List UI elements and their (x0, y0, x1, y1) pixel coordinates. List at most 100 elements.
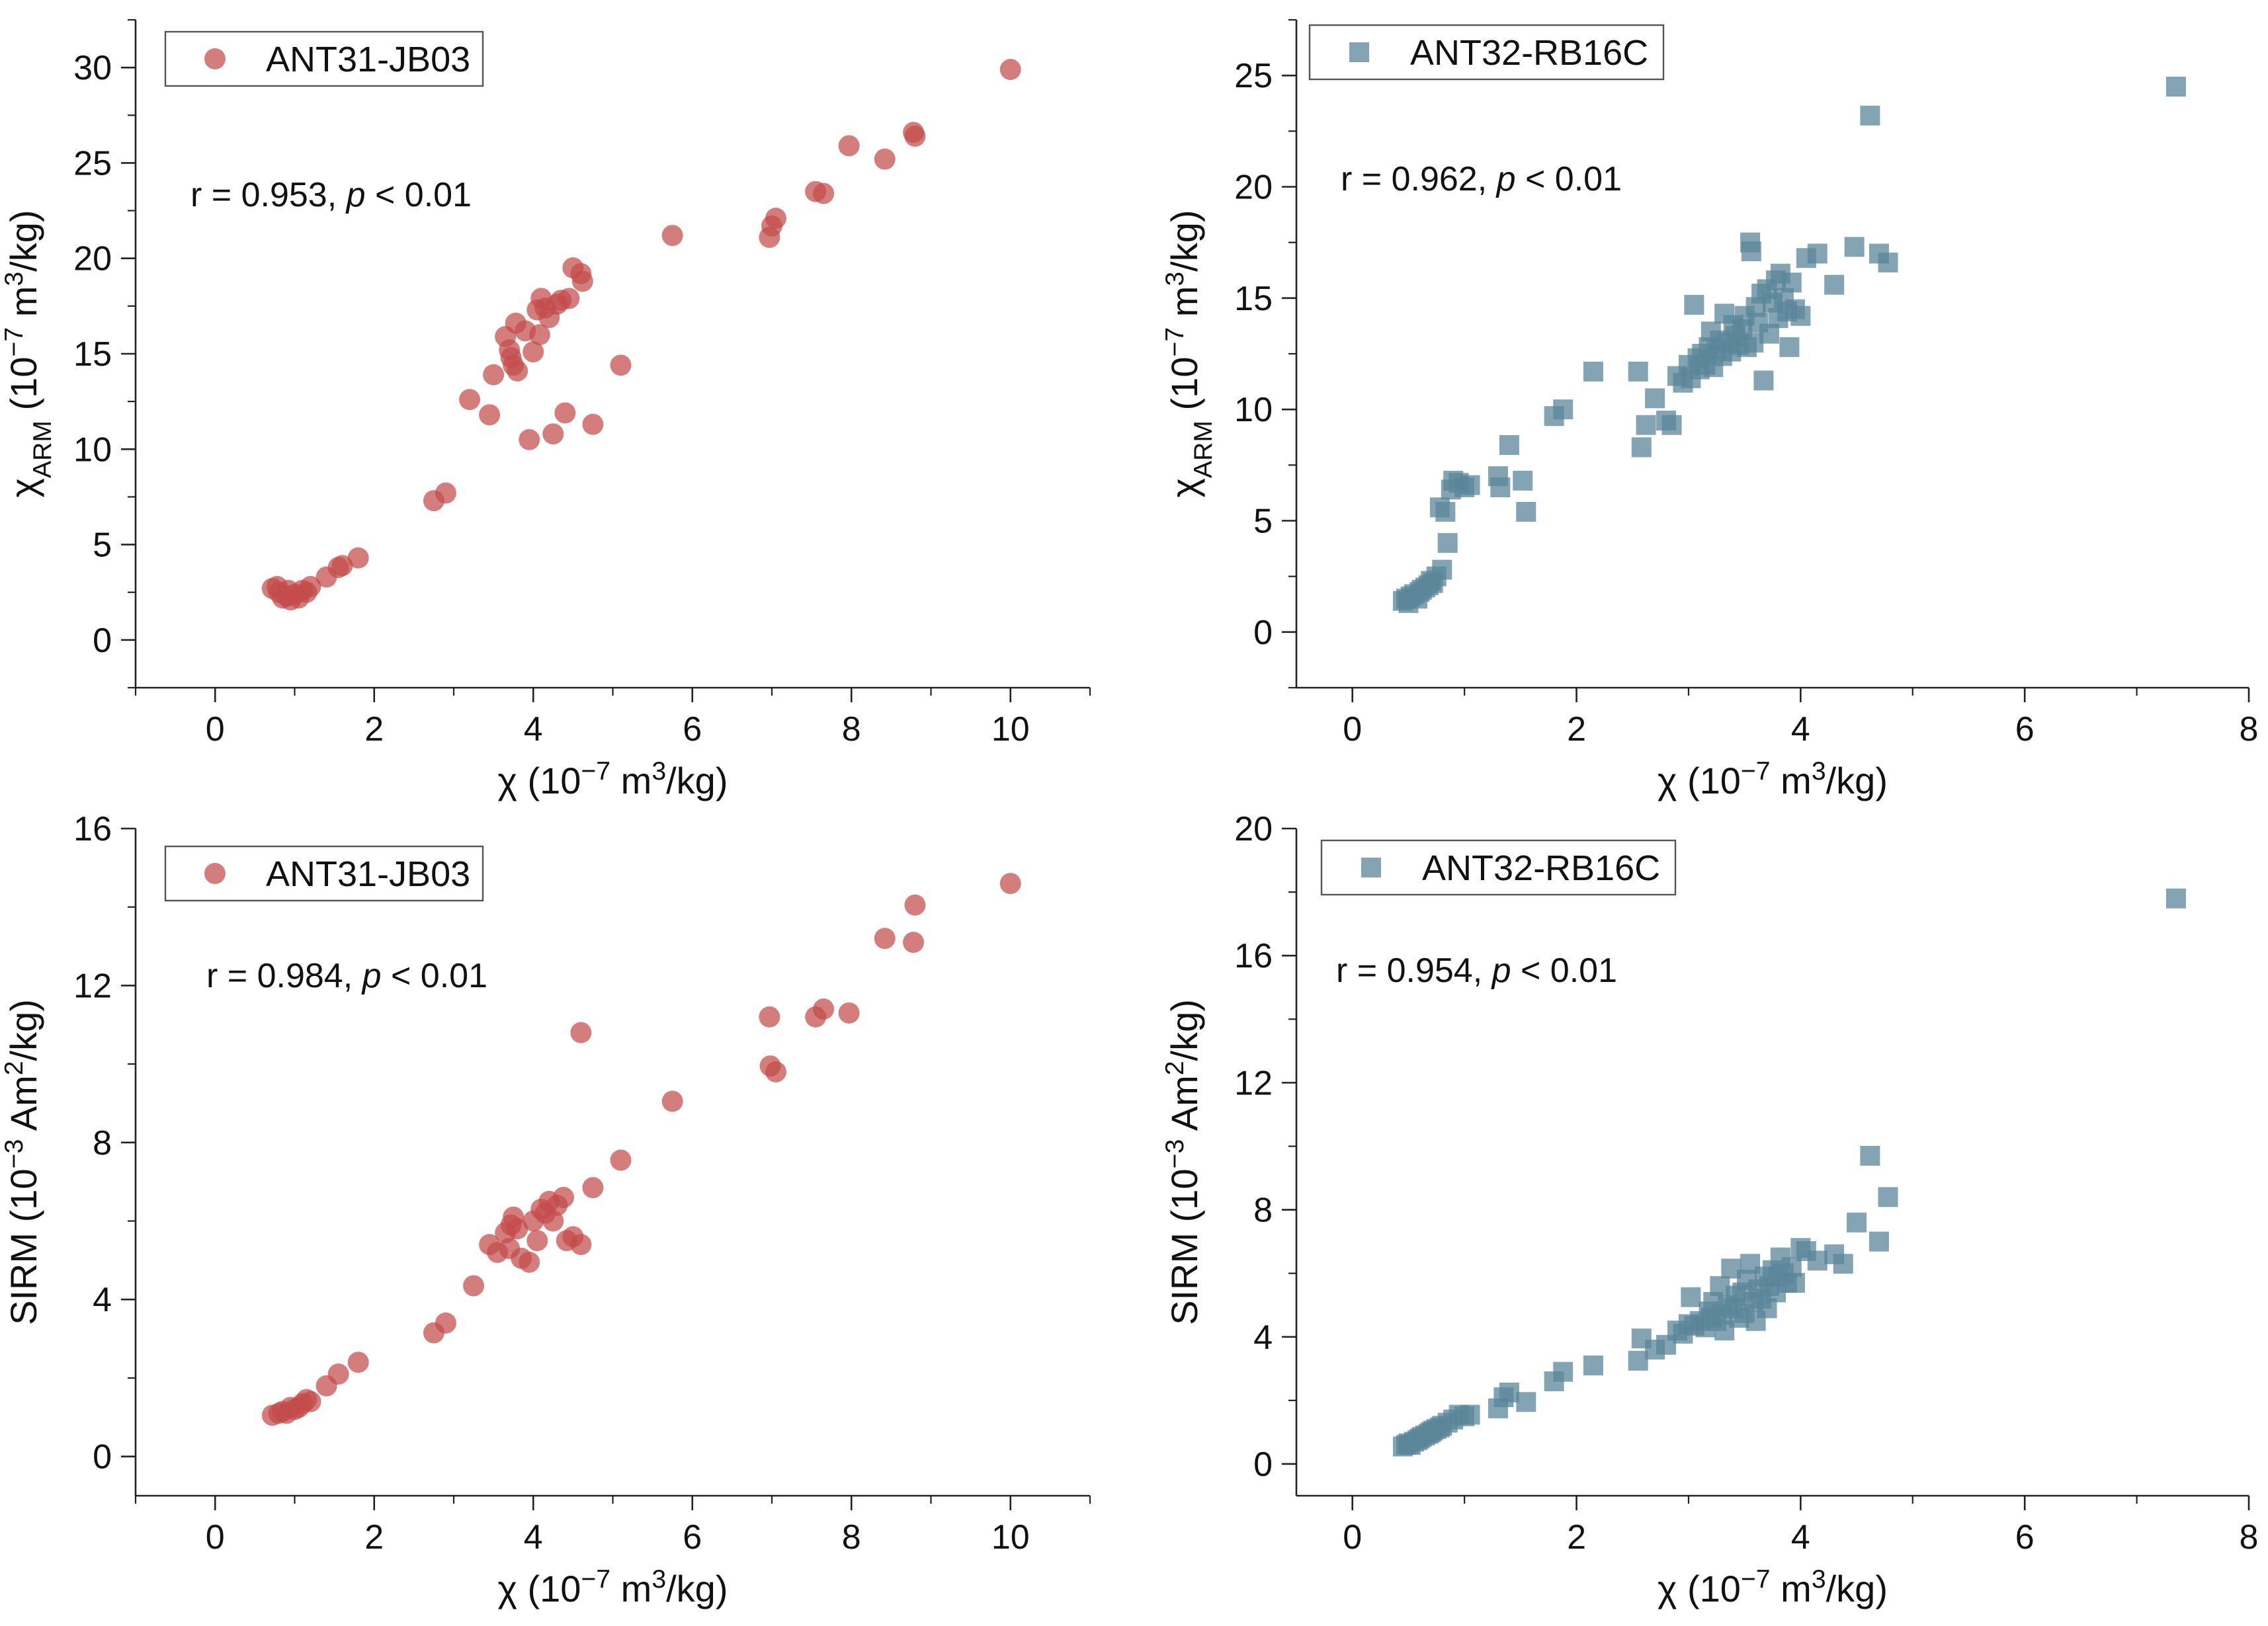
data-point (1553, 399, 1574, 420)
data-point (1860, 1145, 1880, 1166)
x-tick-label: 6 (683, 1518, 702, 1557)
x-tick-label: 4 (1791, 710, 1810, 749)
data-point (483, 364, 505, 386)
data-point (570, 1234, 592, 1256)
y-tick-label: 16 (73, 810, 112, 848)
data-point (813, 183, 835, 204)
y-tick-label: 25 (1234, 57, 1273, 95)
data-point (1824, 274, 1845, 295)
data-point (519, 428, 540, 450)
data-point (1435, 502, 1456, 522)
y-tick-label: 8 (1253, 1192, 1273, 1230)
correlation-annotation: r = 0.953, p < 0.01 (190, 176, 472, 214)
data-point (582, 1177, 604, 1199)
data-point (1437, 533, 1458, 553)
x-axis-title: χ (10−7 m3/kg) (498, 757, 728, 802)
y-tick-label: 12 (1234, 1064, 1273, 1102)
y-tick-label: 0 (93, 1438, 112, 1477)
correlation-annotation: r = 0.984, p < 0.01 (206, 957, 487, 995)
data-point (1681, 1287, 1701, 1307)
x-tick-label: 4 (1791, 1518, 1810, 1557)
panel-chi-arm-ant32: 0 2 4 6 8 0 5 10 15 20 25 χ (10−7 m3/kg) χARM (10−7 … (1161, 19, 2259, 801)
x-tick-label: 2 (364, 1518, 384, 1557)
x-tick-label: 6 (683, 710, 702, 749)
legend-label: ANT32-RB16C (1422, 848, 1660, 888)
data-point (459, 389, 481, 411)
data-point (526, 1230, 548, 1252)
data-point (347, 547, 369, 569)
x-tick-label: 8 (2240, 710, 2259, 749)
data-point (838, 135, 860, 157)
legend-label: ANT32-RB16C (1410, 33, 1648, 73)
legend-marker (204, 48, 226, 69)
series-ant31-jb03 (261, 873, 1021, 1426)
data-point (523, 341, 544, 363)
data-point (507, 1218, 528, 1240)
data-point (838, 1002, 860, 1024)
panel-sirm-ant32: 0 2 4 6 8 0 4 8 12 16 20 χ (10−7 m3/kg) SIRM (10−3 A… (1161, 810, 2259, 1609)
data-point (570, 1022, 592, 1043)
y-tick-label: 25 (73, 144, 112, 183)
data-point (1516, 1392, 1536, 1412)
data-point (1583, 361, 1603, 382)
x-tick-label: 8 (842, 710, 861, 749)
legend-marker (204, 863, 226, 884)
data-point (1460, 475, 1480, 495)
data-point (1684, 294, 1704, 315)
data-point (1499, 1382, 1519, 1402)
data-point (277, 579, 299, 601)
x-tick-label: 4 (524, 710, 543, 749)
y-tick-label: 12 (73, 967, 112, 1005)
data-point (558, 288, 580, 309)
correlation-annotation: r = 0.954, p < 0.01 (1336, 952, 1617, 990)
y-tick-label: 0 (93, 622, 112, 660)
data-point (1847, 1212, 1867, 1233)
x-tick-label: 10 (991, 1518, 1030, 1557)
y-tick-label: 5 (93, 526, 112, 565)
data-point (1790, 305, 1811, 326)
x-axis-title: χ (10−7 m3/kg) (498, 1565, 728, 1610)
y-axis-title: χARM (10−7 m3/kg) (0, 210, 57, 497)
data-point (582, 413, 604, 435)
data-point (1807, 1250, 1827, 1271)
y-tick-label: 15 (1234, 280, 1273, 318)
data-point (765, 1061, 787, 1082)
data-point (1432, 559, 1452, 580)
data-point (904, 126, 926, 147)
legend-marker (1349, 42, 1369, 62)
y-tick-label: 10 (73, 430, 112, 469)
x-tick-label: 0 (1343, 710, 1362, 749)
x-tick-label: 0 (206, 710, 225, 749)
y-tick-label: 15 (73, 335, 112, 374)
x-tick-label: 2 (364, 710, 384, 749)
y-axis-title: SIRM (10−3 Am2/kg) (1161, 999, 1206, 1325)
x-tick-label: 4 (524, 1518, 543, 1557)
data-point (435, 482, 456, 504)
x-tick-label: 2 (1567, 1518, 1586, 1557)
data-point (463, 1275, 485, 1297)
y-tick-label: 16 (1234, 937, 1273, 975)
data-point (1781, 272, 1802, 293)
data-point (1490, 477, 1511, 497)
data-point (1807, 243, 1827, 264)
data-point (1661, 415, 1682, 435)
y-tick-label: 4 (1253, 1319, 1273, 1357)
data-point (610, 1149, 632, 1171)
data-point (1516, 502, 1536, 522)
legend: ANT31-JB03 (164, 30, 484, 87)
y-axis-title: χARM (10−7 m3/kg) (1161, 210, 1218, 497)
legend-marker (1361, 858, 1381, 877)
x-tick-label: 6 (2015, 710, 2035, 749)
data-point (1553, 1362, 1574, 1382)
y-tick-label: 4 (93, 1281, 112, 1319)
x-tick-label: 6 (2015, 1518, 2035, 1557)
data-point (765, 208, 787, 229)
data-point (1860, 105, 1880, 126)
x-tick-label: 0 (206, 1518, 225, 1557)
data-point (1513, 470, 1533, 491)
data-point (874, 148, 896, 170)
data-point (1785, 1273, 1805, 1293)
data-point (528, 324, 550, 346)
data-point (554, 402, 576, 424)
y-tick-label: 5 (1253, 503, 1273, 541)
